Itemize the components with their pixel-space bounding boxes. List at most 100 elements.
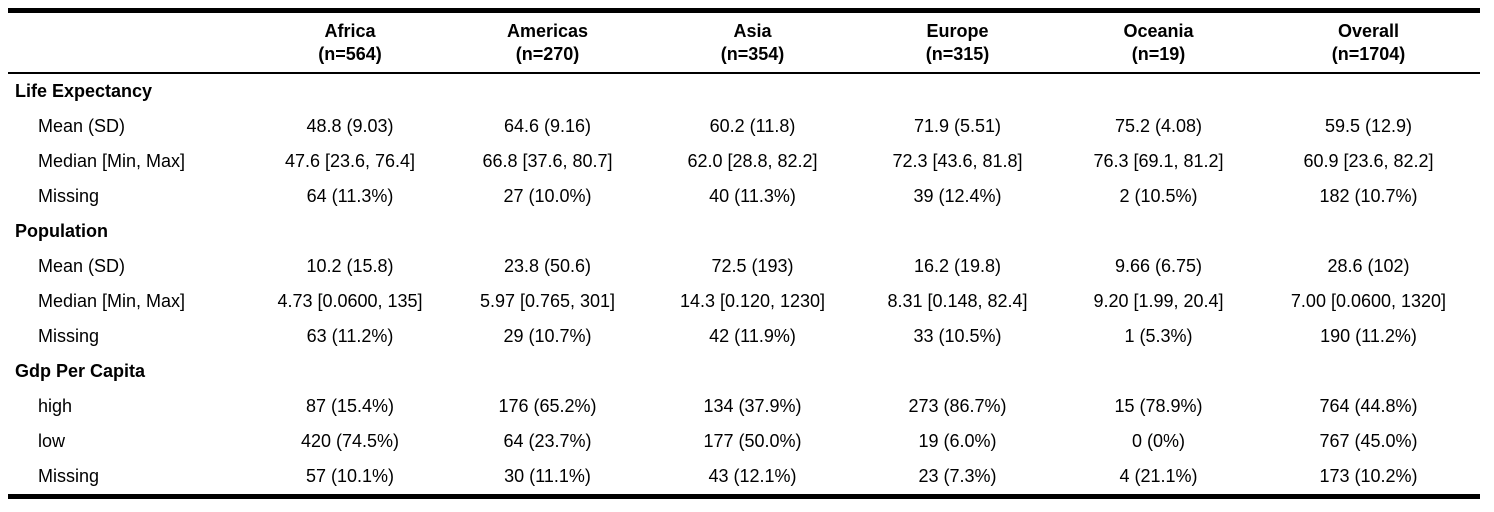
column-header-overall: Overall (n=1704) bbox=[1257, 10, 1480, 74]
stat-cell: 64 (11.3%) bbox=[306, 186, 394, 206]
stat-cell: 72.5 (193) bbox=[711, 256, 794, 276]
section-header-row-population: Population bbox=[8, 214, 1480, 249]
header-row: Africa (n=564) Americas (n=270) Asia (n=… bbox=[8, 10, 1480, 74]
stat-cell: 29 (10.7%) bbox=[503, 326, 592, 346]
summary-statistics-table: Africa (n=564) Americas (n=270) Asia (n=… bbox=[8, 8, 1480, 499]
table-row: Missing 64 (11.3%) 27 (10.0%) 40 (11.3%)… bbox=[8, 179, 1480, 214]
table-row: Missing 57 (10.1%) 30 (11.1%) 43 (12.1%)… bbox=[8, 459, 1480, 497]
section-title: Life Expectancy bbox=[15, 81, 153, 101]
row-label: Mean (SD) bbox=[38, 256, 126, 276]
column-name: Oceania bbox=[1123, 21, 1194, 41]
stat-cell: 5.97 [0.765, 301] bbox=[479, 291, 616, 311]
column-count: (n=19) bbox=[1131, 43, 1186, 64]
column-count: (n=354) bbox=[720, 43, 785, 64]
stat-cell: 60.2 (11.8) bbox=[709, 116, 796, 136]
table-row: low 420 (74.5%) 64 (23.7%) 177 (50.0%) 1… bbox=[8, 424, 1480, 459]
stat-cell: 42 (11.9%) bbox=[709, 326, 796, 346]
table-row: high 87 (15.4%) 176 (65.2%) 134 (37.9%) … bbox=[8, 389, 1480, 424]
stat-cell: 23.8 (50.6) bbox=[503, 256, 592, 276]
column-count: (n=564) bbox=[318, 43, 382, 64]
row-label: Median [Min, Max] bbox=[38, 151, 186, 171]
table-row: Mean (SD) 10.2 (15.8) 23.8 (50.6) 72.5 (… bbox=[8, 249, 1480, 284]
section-title: Population bbox=[15, 221, 108, 241]
stat-cell: 47.6 [23.6, 76.4] bbox=[284, 151, 416, 171]
column-header-africa: Africa (n=564) bbox=[255, 10, 445, 74]
row-label: Missing bbox=[38, 326, 100, 346]
stat-cell: 23 (7.3%) bbox=[918, 466, 997, 486]
stat-cell: 87 (15.4%) bbox=[305, 396, 395, 416]
row-label: Median [Min, Max] bbox=[38, 291, 186, 311]
stat-cell: 48.8 (9.03) bbox=[306, 116, 394, 136]
column-count: (n=1704) bbox=[1331, 43, 1406, 64]
section-header-row-gdp-per-capita: Gdp Per Capita bbox=[8, 354, 1480, 389]
stat-cell: 4.73 [0.0600, 135] bbox=[277, 291, 423, 311]
stat-cell: 75.2 (4.08) bbox=[1114, 116, 1203, 136]
column-name: Overall bbox=[1337, 21, 1400, 41]
stat-cell: 9.66 (6.75) bbox=[1114, 256, 1203, 276]
stat-cell: 10.2 (15.8) bbox=[306, 256, 394, 276]
stat-cell: 173 (10.2%) bbox=[1319, 466, 1418, 486]
stat-cell: 57 (10.1%) bbox=[305, 466, 395, 486]
stat-cell: 16.2 (19.8) bbox=[913, 256, 1002, 276]
stat-cell: 71.9 (5.51) bbox=[913, 116, 1002, 136]
stat-cell: 177 (50.0%) bbox=[703, 431, 802, 451]
stat-cell: 7.00 [0.0600, 1320] bbox=[1290, 291, 1447, 311]
stat-cell: 28.6 (102) bbox=[1327, 256, 1410, 276]
stat-cell: 64 (23.7%) bbox=[503, 431, 592, 451]
stat-cell: 30 (11.1%) bbox=[504, 466, 591, 486]
stat-cell: 43 (12.1%) bbox=[708, 466, 797, 486]
stat-cell: 66.8 [37.6, 80.7] bbox=[482, 151, 613, 171]
column-count: (n=270) bbox=[515, 43, 580, 64]
corner-cell bbox=[8, 10, 255, 74]
stat-cell: 273 (86.7%) bbox=[908, 396, 1007, 416]
table-row: Median [Min, Max] 47.6 [23.6, 76.4] 66.8… bbox=[8, 144, 1480, 179]
stat-cell: 62.0 [28.8, 82.2] bbox=[687, 151, 818, 171]
stat-cell: 0 (0%) bbox=[1131, 431, 1185, 451]
table-row: Missing 63 (11.2%) 29 (10.7%) 42 (11.9%)… bbox=[8, 319, 1480, 354]
stat-cell: 8.31 [0.148, 82.4] bbox=[887, 291, 1028, 311]
table-row: Mean (SD) 48.8 (9.03) 64.6 (9.16) 60.2 (… bbox=[8, 109, 1480, 144]
row-label: Missing bbox=[38, 466, 100, 486]
summary-table-container: Africa (n=564) Americas (n=270) Asia (n=… bbox=[8, 8, 1480, 499]
stat-cell: 420 (74.5%) bbox=[300, 431, 400, 451]
stat-cell: 9.20 [1.99, 20.4] bbox=[1093, 291, 1224, 311]
stat-cell: 76.3 [69.1, 81.2] bbox=[1093, 151, 1224, 171]
stat-cell: 190 (11.2%) bbox=[1320, 326, 1417, 346]
stat-cell: 19 (6.0%) bbox=[918, 431, 997, 451]
stat-cell: 15 (78.9%) bbox=[1114, 396, 1203, 416]
column-name: Americas bbox=[506, 21, 589, 41]
stat-cell: 40 (11.3%) bbox=[709, 186, 796, 206]
column-header-europe: Europe (n=315) bbox=[855, 10, 1060, 74]
section-title: Gdp Per Capita bbox=[15, 361, 146, 381]
column-name: Asia bbox=[733, 21, 772, 41]
stat-cell: 134 (37.9%) bbox=[703, 396, 802, 416]
stat-cell: 176 (65.2%) bbox=[498, 396, 597, 416]
column-name: Africa bbox=[324, 21, 376, 41]
stat-cell: 63 (11.2%) bbox=[306, 326, 394, 346]
stat-cell: 14.3 [0.120, 1230] bbox=[679, 291, 826, 311]
row-label: high bbox=[38, 396, 73, 416]
stat-cell: 64.6 (9.16) bbox=[503, 116, 592, 136]
stat-cell: 60.9 [23.6, 82.2] bbox=[1303, 151, 1434, 171]
stat-cell: 2 (10.5%) bbox=[1119, 186, 1198, 206]
stat-cell: 72.3 [43.6, 81.8] bbox=[892, 151, 1023, 171]
row-label: low bbox=[38, 431, 66, 451]
stat-cell: 764 (44.8%) bbox=[1319, 396, 1418, 416]
stat-cell: 39 (12.4%) bbox=[913, 186, 1002, 206]
table-row: Median [Min, Max] 4.73 [0.0600, 135] 5.9… bbox=[8, 284, 1480, 319]
row-label: Missing bbox=[38, 186, 100, 206]
stat-cell: 767 (45.0%) bbox=[1319, 431, 1418, 451]
column-header-oceania: Oceania (n=19) bbox=[1060, 10, 1257, 74]
stat-cell: 27 (10.0%) bbox=[503, 186, 592, 206]
column-name: Europe bbox=[926, 21, 989, 41]
stat-cell: 33 (10.5%) bbox=[913, 326, 1002, 346]
section-header-row-life-expectancy: Life Expectancy bbox=[8, 73, 1480, 109]
column-header-americas: Americas (n=270) bbox=[445, 10, 650, 74]
row-label: Mean (SD) bbox=[38, 116, 126, 136]
stat-cell: 59.5 (12.9) bbox=[1324, 116, 1413, 136]
stat-cell: 1 (5.3%) bbox=[1124, 326, 1193, 346]
column-count: (n=315) bbox=[925, 43, 990, 64]
column-header-asia: Asia (n=354) bbox=[650, 10, 855, 74]
stat-cell: 182 (10.7%) bbox=[1319, 186, 1418, 206]
stat-cell: 4 (21.1%) bbox=[1119, 466, 1198, 486]
